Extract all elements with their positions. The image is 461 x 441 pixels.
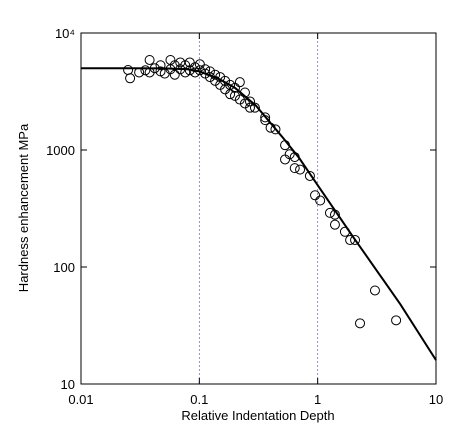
data-point — [225, 89, 236, 100]
y-axis-label: Hardness enhancement MPa — [16, 123, 31, 292]
data-point — [194, 59, 205, 70]
data-point — [329, 219, 340, 230]
data-point — [180, 67, 191, 78]
data-point — [134, 67, 145, 78]
data-point — [355, 318, 366, 329]
data-point — [225, 79, 236, 90]
data-point — [304, 170, 315, 181]
y-tick-label: 100 — [53, 260, 75, 275]
data-point — [234, 77, 245, 88]
data-point — [200, 64, 211, 75]
data-point — [284, 149, 295, 160]
y-tick-label: 10 — [61, 377, 75, 392]
x-tick-label: 10 — [429, 392, 443, 407]
data-point — [155, 60, 166, 71]
data-point — [204, 72, 215, 83]
data-point — [239, 87, 250, 98]
data-point — [190, 67, 201, 78]
data-point — [184, 65, 195, 76]
data-point — [244, 96, 255, 107]
x-tick-label: 0.1 — [190, 392, 208, 407]
data-point — [350, 235, 361, 246]
data-point — [194, 65, 205, 76]
data-point — [280, 154, 291, 165]
data-point — [289, 163, 300, 174]
data-point — [149, 63, 160, 74]
x-tick-label: 0.01 — [68, 392, 93, 407]
data-point — [210, 69, 221, 80]
data-point — [289, 152, 300, 163]
fit-line — [80, 67, 437, 361]
y-tick-label: 10⁴ — [55, 26, 75, 41]
data-point — [123, 64, 134, 75]
data-point — [295, 164, 306, 175]
data-point — [339, 226, 350, 237]
data-point — [391, 315, 402, 326]
data-point — [315, 195, 326, 206]
x-tick-label: 1 — [314, 392, 321, 407]
data-point — [369, 285, 380, 296]
data-point — [144, 54, 155, 65]
data-point — [280, 140, 291, 151]
data-point — [125, 73, 136, 84]
y-tick-label: 1000 — [46, 143, 75, 158]
data-point — [249, 102, 260, 113]
data-point — [260, 112, 271, 123]
data-point — [204, 66, 215, 77]
data-point — [260, 115, 271, 126]
data-point — [234, 94, 245, 105]
plot-frame — [80, 32, 437, 385]
data-point — [345, 235, 356, 246]
data-point — [229, 82, 240, 93]
data-point — [310, 190, 321, 201]
data-point — [265, 122, 276, 133]
data-point — [324, 207, 335, 218]
data-point — [244, 102, 255, 113]
x-axis-label: Relative Indentation Depth — [181, 408, 334, 423]
data-point — [270, 124, 281, 135]
data-point — [190, 62, 201, 73]
data-point — [329, 209, 340, 220]
